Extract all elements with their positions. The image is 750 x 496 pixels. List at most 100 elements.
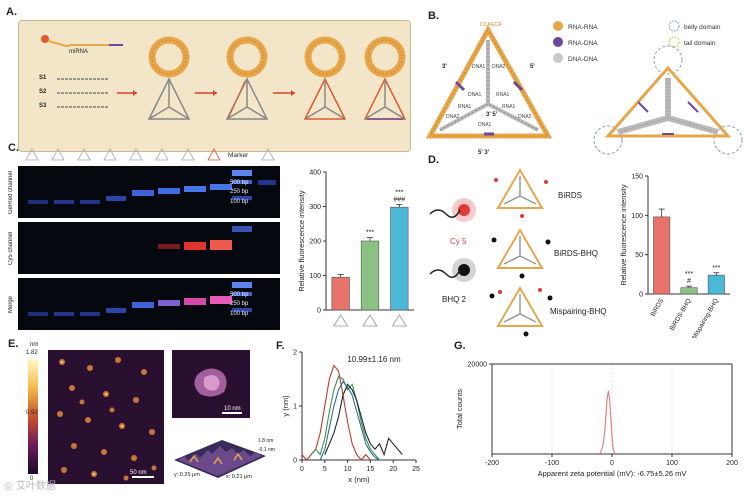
colorbar-max: 1.82 (26, 350, 38, 356)
channel-label-cy5: Cy5 channel (8, 231, 14, 265)
gel-lane-icons (25, 148, 275, 161)
scalebar-zoom (222, 412, 242, 414)
watermark: ◎ 艾叶数据 (4, 481, 56, 492)
tetrahedron-4 (363, 77, 407, 120)
legend-tail-domain: tail domain (684, 40, 716, 47)
gel-cy5 (18, 222, 280, 274)
x-tick-label: 0 (610, 460, 614, 467)
x-tick-label: -200 (485, 460, 499, 467)
y-tick-label: 0 (317, 308, 321, 315)
x-tick-label: BiRDS-BHQ (669, 298, 693, 332)
bar-0 (653, 216, 671, 295)
bhq2-icon (429, 258, 476, 282)
scalebar-zoom-label: 10 nm (224, 406, 241, 412)
surface-x-label: x: 0.21 μm (226, 474, 252, 480)
construct-birds-bhq (491, 228, 551, 279)
series-zeta-distribution (599, 390, 616, 455)
y-axis-label: Relative fluorescence intensity (297, 190, 306, 292)
scalebar-main-label: 50 nm (130, 470, 147, 476)
tetrahedron-3 (303, 77, 347, 120)
dye-label-cy5: Cy 5 (450, 237, 467, 246)
series-profile-blue (319, 380, 380, 461)
y-tick-label: 400 (309, 170, 321, 177)
mirna-fluor-icon (41, 35, 49, 43)
y-tick-label: 1 (293, 404, 297, 411)
construct-label-birds-bhq: BiRDS-BHQ (554, 249, 598, 258)
b-top-label: CCAGCA (480, 22, 502, 28)
significance-label: ### (393, 196, 405, 203)
x-tick-label: 25 (412, 466, 420, 473)
y-tick-label: 300 (309, 204, 321, 211)
dye-label-bhq2: BHQ 2 (442, 295, 467, 304)
merge-bp-250: 250 bp (230, 301, 249, 307)
legend-dna-dna-dot (553, 53, 563, 63)
merge-bp-100: 100 bp (230, 311, 249, 317)
x-tick-label: -100 (545, 460, 559, 467)
x-tick-label: 5 (323, 466, 327, 473)
legend-rna-dna-dot (553, 37, 563, 47)
construct-birds (494, 168, 548, 218)
y-tick-label: 2 (293, 350, 297, 357)
gelred-bp-500: 500 bp (230, 180, 249, 186)
colorbar-mid: 0.92 (26, 410, 38, 416)
cy5-icon (429, 198, 476, 222)
legend-tail-dot (668, 36, 680, 48)
bar-chart-c: 0 100 200 300 400 Relative fluorescence inten… (297, 170, 414, 327)
series-profile-black (324, 383, 403, 457)
x-tick-label: 10 (344, 466, 352, 473)
afm-image-zoom (172, 350, 250, 418)
b-strand-label-4: RNA1 (502, 104, 516, 110)
y-tick-label: 0 (293, 458, 297, 465)
legend-dna-dna: DNA-DNA (568, 56, 598, 63)
construct-mispairing-bhq (489, 286, 553, 337)
width-annotation: 10.99±1.16 nm (347, 355, 401, 364)
tetra-domains (593, 45, 743, 155)
legend-belly-domain: belly domain (684, 24, 721, 31)
strand-label-s2: S2 (39, 89, 47, 95)
b-strand-label-8: DNA2 (446, 114, 460, 120)
tetrahedron-1 (147, 77, 191, 120)
bar-1 (680, 287, 698, 295)
y-tick-label: 200 (309, 239, 321, 246)
panel-d-label: D. (428, 154, 439, 166)
b-strand-label-6: DNA1 (468, 92, 482, 98)
y-tick-label: 20000 (468, 362, 488, 369)
significance-label: *** (685, 271, 693, 278)
tetra-detail (425, 24, 553, 139)
surface-zmax-label: 1.8 nm (258, 438, 274, 444)
colorbar-min: 0 (30, 476, 34, 482)
marker-label: Marker (228, 152, 249, 159)
panel-a-illustration (41, 35, 407, 120)
y-tick-label: 100 (631, 213, 643, 220)
gelred-bp-250: 250 bp (230, 189, 249, 195)
category-icon (391, 314, 408, 327)
panel-a-box: miRNA S1 S2 S3 (18, 20, 411, 152)
x-tick-label: 200 (726, 460, 738, 467)
panel-b-diagram: CCAGCA DNA1 DNA2 RNA1 RNA1 DNA1 DNA1 RNA… (425, 20, 743, 156)
bar-2 (390, 206, 409, 311)
surface-y-label: y: 0.25 μm (174, 472, 200, 478)
b-strand-label-7: RNA1 (496, 92, 510, 98)
b-strand-label-5: DNA1 (478, 122, 492, 128)
merge-bp-500: 500 bp (230, 292, 249, 298)
panel-e-label: E. (8, 338, 19, 350)
b-end-label-3: 3' 5' (486, 112, 498, 118)
b-end-label-2: 5' (530, 64, 535, 70)
b-strand-label-1: DNA1 (472, 64, 486, 70)
scalebar-main (132, 476, 154, 478)
x-tick-label: 15 (367, 466, 375, 473)
legend-rna-rna-dot (553, 21, 563, 31)
afm-image-main (48, 350, 164, 484)
legend-belly-dot (668, 20, 680, 32)
strand-label-s3: S3 (39, 103, 47, 109)
y-axis-label: Relative fluorescence intensity (619, 184, 628, 286)
afm-colorbar (28, 360, 38, 474)
bar-0 (331, 276, 350, 311)
y-tick-label: 100 (309, 273, 321, 280)
y-tick-label: 50 (635, 252, 643, 259)
x-axis-label: Apparent zeta potential (mV): -6.75±5.26… (538, 469, 687, 478)
legend-rna-dna: RNA-DNA (568, 40, 598, 47)
mirna-label: miRNA (69, 49, 88, 55)
gelred-bp-100: 100 bp (230, 199, 249, 205)
